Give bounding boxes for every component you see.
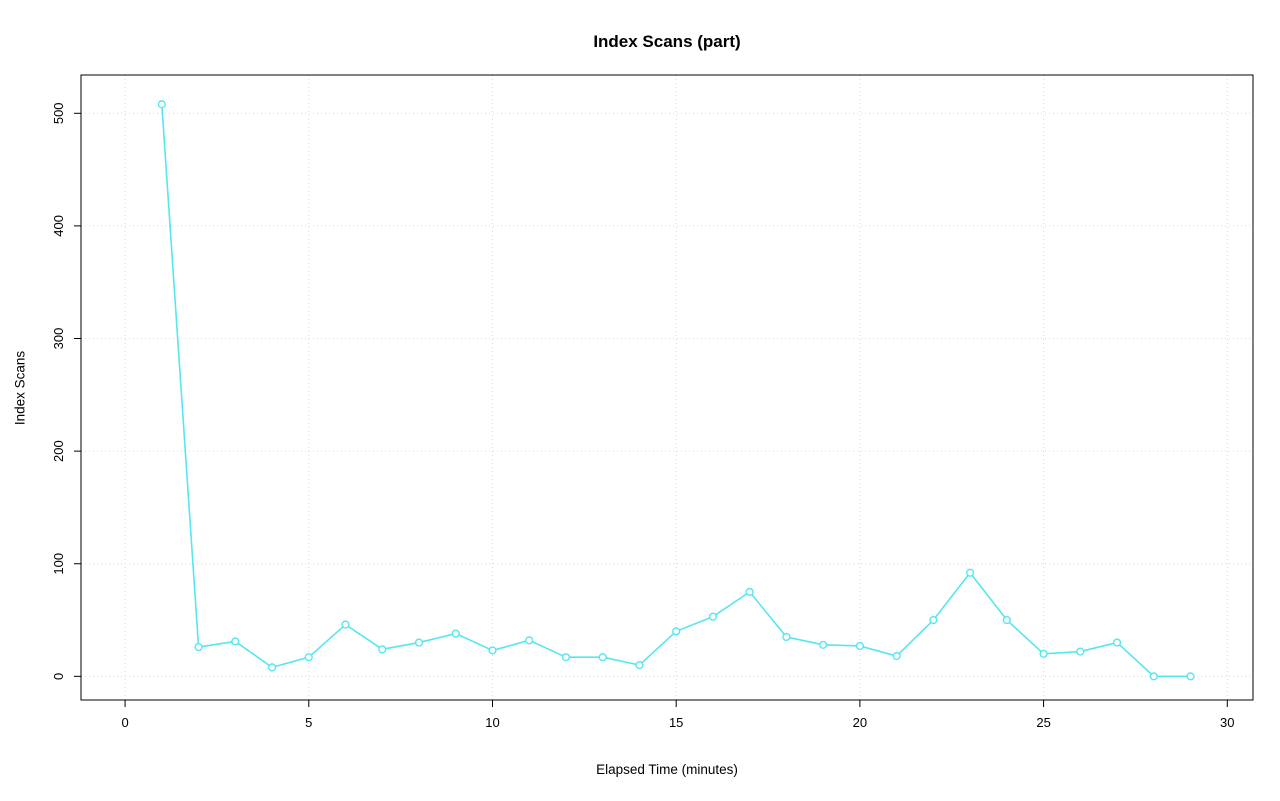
data-point (488, 646, 497, 655)
data-point (414, 638, 424, 647)
x-tick-label: 25 (1036, 715, 1050, 730)
x-tick-label: 5 (305, 715, 312, 730)
y-tick-label: 300 (51, 328, 66, 350)
x-tick-label: 0 (121, 715, 128, 730)
data-point (1076, 647, 1085, 656)
plot-border (80, 74, 1254, 701)
y-tick-label: 200 (51, 440, 66, 462)
data-point (1112, 638, 1122, 647)
y-tick-label: 0 (51, 673, 66, 680)
data-point (1039, 649, 1048, 658)
data-point (966, 568, 975, 577)
data-point (892, 651, 901, 661)
data-point (341, 620, 350, 629)
data-point (855, 641, 864, 651)
data-point (525, 636, 534, 645)
data-point (635, 660, 644, 670)
data-point (708, 612, 718, 621)
x-tick-label: 15 (669, 715, 683, 730)
data-point (561, 653, 571, 662)
y-tick-label: 100 (51, 553, 66, 575)
data-point (1186, 672, 1195, 681)
data-point (598, 653, 607, 662)
data-point (194, 642, 203, 652)
data-point (1002, 615, 1011, 625)
y-tick-label: 400 (51, 215, 66, 237)
data-point (782, 632, 791, 642)
data-point (451, 629, 460, 638)
x-axis-title: Elapsed Time (minutes) (596, 762, 738, 777)
data-point (929, 615, 938, 625)
x-tick-label: 10 (485, 715, 499, 730)
data-point (672, 627, 681, 636)
data-point (157, 100, 166, 109)
chart-title: Index Scans (part) (593, 32, 741, 51)
data-point (745, 587, 754, 596)
x-tick-label: 30 (1220, 715, 1234, 730)
y-tick-label: 500 (51, 102, 66, 124)
data-point (819, 640, 828, 649)
data-point (304, 653, 313, 662)
data-point (267, 663, 277, 672)
data-point (378, 645, 387, 654)
data-point (1149, 672, 1158, 681)
data-point (231, 637, 240, 646)
x-tick-label: 20 (853, 715, 867, 730)
series-line (161, 103, 1192, 678)
